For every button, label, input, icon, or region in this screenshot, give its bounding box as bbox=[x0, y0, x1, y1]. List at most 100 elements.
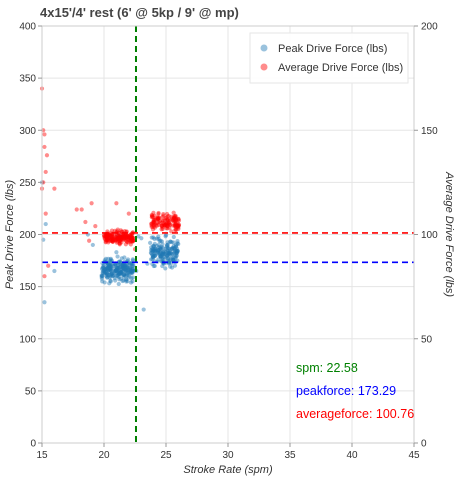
average-force-point bbox=[103, 239, 108, 244]
peak-force-point bbox=[130, 270, 135, 276]
average-force-point bbox=[113, 234, 118, 240]
peak-force-point bbox=[121, 274, 126, 279]
average-force-point bbox=[161, 222, 166, 227]
peak-force-point bbox=[117, 271, 122, 277]
peak-force-point bbox=[109, 267, 114, 272]
peak-force-point bbox=[107, 266, 112, 272]
average-force-point bbox=[115, 239, 120, 244]
peak-force-point bbox=[109, 271, 114, 276]
peak-force-point bbox=[166, 250, 172, 256]
average-force-point bbox=[119, 236, 125, 241]
peak-force-point bbox=[166, 245, 171, 250]
peak-force-point bbox=[116, 271, 121, 276]
peak-force-point bbox=[128, 268, 133, 273]
y2-tick-label: 150 bbox=[421, 126, 438, 137]
peak-force-point bbox=[150, 252, 155, 258]
peak-force-point bbox=[116, 281, 121, 287]
average-force-point bbox=[103, 240, 108, 245]
average-force-point bbox=[153, 222, 158, 227]
peak-force-point bbox=[152, 236, 157, 241]
peak-force-point bbox=[112, 268, 118, 274]
average-force-point bbox=[163, 222, 168, 227]
peak-force-point bbox=[108, 274, 113, 279]
average-force-point bbox=[160, 226, 165, 232]
peak-force-point bbox=[171, 245, 176, 251]
peak-force-point bbox=[112, 268, 118, 273]
peak-force-point bbox=[150, 254, 156, 259]
average-force-point bbox=[130, 235, 135, 240]
peak-force-point bbox=[161, 257, 166, 262]
average-force-point bbox=[102, 237, 107, 242]
peak-force-point bbox=[171, 257, 176, 263]
peak-force-point bbox=[110, 273, 115, 278]
peak-force-point bbox=[118, 260, 123, 265]
peak-force-point bbox=[160, 252, 165, 257]
peak-force-point bbox=[121, 264, 126, 269]
peak-force-point bbox=[165, 256, 170, 261]
peak-force-point bbox=[125, 265, 130, 270]
peak-force-point bbox=[154, 243, 159, 249]
peak-force-point bbox=[103, 267, 108, 272]
peak-force-point bbox=[114, 250, 119, 255]
peak-force-point bbox=[116, 271, 121, 276]
average-force-point bbox=[165, 214, 170, 219]
average-force-point bbox=[166, 222, 171, 227]
peak-force-point bbox=[167, 252, 172, 257]
average-force-point bbox=[165, 217, 170, 222]
peak-force-point bbox=[118, 271, 123, 276]
peak-force-point bbox=[167, 260, 172, 265]
peak-force-point bbox=[162, 248, 168, 254]
average-force-point bbox=[176, 216, 181, 221]
peak-force-point bbox=[155, 248, 160, 253]
average-force-point bbox=[113, 238, 118, 243]
peak-force-point bbox=[164, 243, 170, 248]
peak-force-point bbox=[128, 236, 133, 241]
average-force-point bbox=[149, 221, 154, 226]
peak-force-point bbox=[115, 267, 120, 272]
peak-force-point bbox=[124, 277, 129, 282]
peak-force-point bbox=[150, 246, 156, 251]
peak-force-point bbox=[152, 241, 157, 246]
peak-force-point bbox=[117, 259, 122, 264]
peak-force-point bbox=[117, 235, 122, 240]
peak-force-point bbox=[156, 247, 161, 253]
peak-force-point bbox=[127, 270, 133, 275]
average-force-point bbox=[117, 241, 122, 246]
average-force-point bbox=[105, 238, 110, 243]
peak-force-point bbox=[171, 255, 176, 260]
peak-force-point bbox=[121, 268, 126, 273]
peak-force-point bbox=[107, 269, 112, 275]
peak-force-point bbox=[173, 247, 178, 252]
average-force-point bbox=[127, 236, 132, 241]
peak-force-point bbox=[109, 270, 114, 275]
peak-force-point bbox=[160, 257, 165, 262]
peak-force-point bbox=[174, 253, 179, 258]
average-force-point bbox=[110, 237, 115, 242]
peak-force-point bbox=[43, 221, 48, 227]
average-force-point bbox=[113, 238, 118, 243]
average-force-point bbox=[151, 220, 156, 225]
average-force-point bbox=[173, 217, 178, 222]
peak-force-point bbox=[105, 274, 110, 280]
peak-force-point bbox=[163, 251, 168, 256]
peak-force-point bbox=[130, 275, 136, 280]
peak-force-point bbox=[108, 264, 113, 269]
peak-force-point bbox=[130, 264, 135, 269]
average-force-point bbox=[156, 210, 161, 216]
peak-force-point bbox=[153, 247, 158, 253]
average-force-point bbox=[158, 220, 163, 225]
y2-axis-title: Average Drive Force (lbs) bbox=[443, 171, 455, 297]
peak-force-point bbox=[105, 265, 110, 270]
peak-force-point bbox=[172, 246, 177, 251]
y-tick-label: 100 bbox=[19, 334, 36, 345]
average-force-point bbox=[156, 216, 161, 221]
average-force-point bbox=[52, 186, 57, 191]
peak-force-point bbox=[106, 256, 111, 261]
average-force-point bbox=[130, 237, 135, 242]
average-force-point bbox=[112, 228, 117, 233]
average-force-point bbox=[79, 207, 84, 212]
peak-force-point bbox=[90, 242, 95, 248]
peak-force-point bbox=[109, 263, 114, 268]
average-force-point bbox=[172, 223, 177, 228]
peak-force-point bbox=[157, 245, 162, 250]
